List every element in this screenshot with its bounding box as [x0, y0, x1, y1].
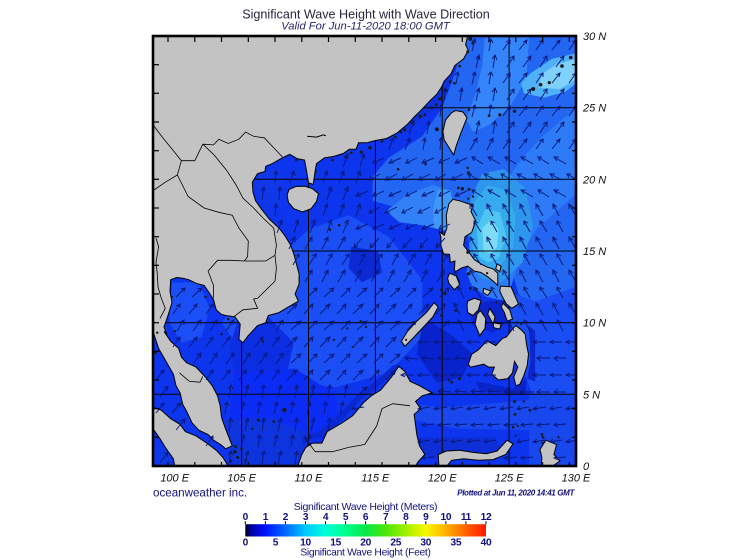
svg-text:0: 0 [243, 538, 249, 549]
svg-text:5 N: 5 N [583, 389, 600, 401]
svg-text:35: 35 [451, 538, 462, 549]
svg-text:115 E: 115 E [361, 473, 390, 485]
svg-text:5: 5 [273, 538, 279, 549]
svg-text:Plotted at Jun 11, 2020 14:41: Plotted at Jun 11, 2020 14:41 GMT [457, 489, 575, 498]
svg-text:8: 8 [403, 512, 409, 523]
svg-text:125 E: 125 E [495, 473, 524, 485]
svg-text:15: 15 [330, 538, 341, 549]
svg-text:20: 20 [360, 538, 371, 549]
svg-text:Valid For Jun-11-2020 18:00 GM: Valid For Jun-11-2020 18:00 GMT [281, 21, 451, 33]
svg-text:30 N: 30 N [583, 31, 606, 43]
svg-text:12: 12 [481, 512, 492, 523]
svg-text:120 E: 120 E [428, 473, 457, 485]
svg-text:10: 10 [441, 512, 452, 523]
svg-text:15 N: 15 N [583, 246, 606, 258]
svg-text:0: 0 [583, 461, 590, 473]
svg-text:10 N: 10 N [583, 318, 606, 330]
svg-text:0: 0 [243, 512, 249, 523]
svg-text:oceanweather inc.: oceanweather inc. [153, 487, 247, 500]
svg-text:3: 3 [303, 512, 309, 523]
svg-text:Significant Wave Height (Meter: Significant Wave Height (Meters) [294, 501, 437, 513]
svg-text:40: 40 [481, 538, 492, 549]
svg-text:105 E: 105 E [227, 473, 256, 485]
svg-text:110 E: 110 E [295, 473, 324, 485]
svg-text:20 N: 20 N [582, 174, 606, 186]
svg-text:130 E: 130 E [562, 473, 591, 485]
svg-text:5: 5 [343, 512, 349, 523]
svg-text:2: 2 [283, 512, 289, 523]
svg-text:7: 7 [383, 512, 389, 523]
svg-text:1: 1 [263, 512, 269, 523]
svg-text:25 N: 25 N [582, 103, 606, 115]
svg-text:10: 10 [300, 538, 311, 549]
svg-text:11: 11 [461, 512, 472, 523]
svg-text:Significant Wave Height with W: Significant Wave Height with Wave Direct… [242, 8, 490, 22]
svg-text:25: 25 [390, 538, 401, 549]
svg-text:100 E: 100 E [160, 473, 189, 485]
svg-text:9: 9 [423, 512, 429, 523]
svg-text:30: 30 [420, 538, 431, 549]
svg-text:Significant Wave Height (Feet): Significant Wave Height (Feet) [300, 548, 430, 559]
svg-text:4: 4 [323, 512, 329, 523]
svg-text:6: 6 [363, 512, 369, 523]
